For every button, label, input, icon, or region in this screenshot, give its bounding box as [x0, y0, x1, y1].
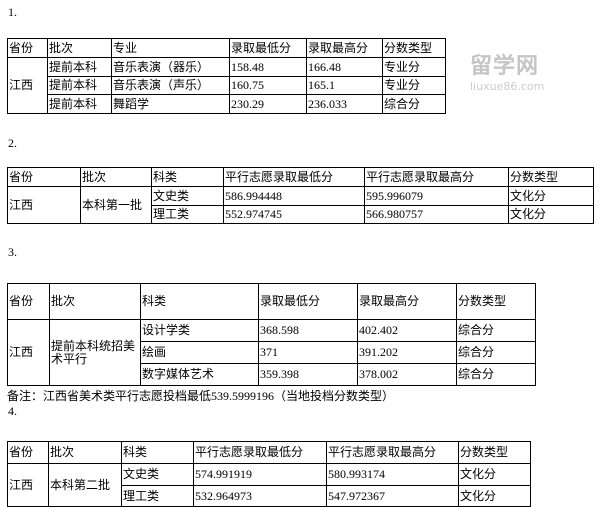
header-cell: 录取最低分 — [229, 38, 307, 58]
header-cell: 批次 — [48, 441, 122, 464]
cell: 586.994448 — [223, 186, 365, 206]
cell: 574.991919 — [193, 463, 327, 486]
watermark-url: liuxue86.com — [470, 80, 545, 93]
province-cell: 江西 — [7, 319, 50, 386]
table-row: 提前本科 舞蹈学 230.29 236.033 综合分 — [8, 94, 446, 114]
table-header-row: 省份 批次 科类 平行志愿录取最低分 平行志愿录取最高分 分数类型 — [7, 441, 531, 464]
cell: 595.996079 — [364, 186, 509, 206]
header-cell: 分数类型 — [382, 38, 446, 58]
score-table-3: 省份 批次 科类 录取最低分 录取最高分 分数类型 江西 提前本科统招美术平行 … — [7, 283, 536, 386]
cell: 专业分 — [382, 76, 446, 95]
cell: 综合分 — [456, 319, 536, 342]
province-cell: 江西 — [7, 57, 48, 114]
cell: 绘画 — [140, 341, 259, 364]
cell: 378.002 — [357, 363, 457, 386]
cell: 158.48 — [229, 57, 307, 77]
cell: 文化分 — [458, 485, 531, 507]
cell: 文史类 — [151, 186, 224, 206]
table-row: 数字媒体艺术 359.398 378.002 综合分 — [8, 363, 536, 386]
cell: 165.1 — [306, 76, 383, 95]
header-cell: 专业 — [111, 38, 230, 58]
table-header-row: 省份 批次 科类 录取最低分 录取最高分 分数类型 — [7, 283, 536, 320]
table-header-row: 省份 批次 专业 录取最低分 录取最高分 分数类型 — [7, 38, 446, 58]
header-cell: 平行志愿录取最低分 — [193, 441, 327, 464]
cell: 音乐表演（器乐） — [111, 57, 230, 77]
cell: 综合分 — [456, 363, 536, 386]
cell: 文化分 — [508, 186, 594, 206]
header-cell: 科类 — [140, 283, 259, 320]
cell: 166.48 — [306, 57, 383, 77]
header-cell: 平行志愿录取最低分 — [223, 167, 365, 187]
watermark-logo: 留学网 — [470, 54, 540, 79]
header-cell: 分数类型 — [458, 441, 531, 464]
header-cell: 录取最高分 — [357, 283, 457, 320]
cell: 160.75 — [229, 76, 307, 95]
cell: 提前本科 — [47, 76, 112, 95]
header-cell: 科类 — [121, 441, 194, 464]
cell: 566.980757 — [364, 205, 509, 224]
cell: 391.202 — [357, 341, 457, 364]
cell: 综合分 — [382, 94, 446, 114]
table-row: 理工类 552.974745 566.980757 文化分 — [8, 205, 594, 224]
table-row: 江西 提前本科统招美术平行 设计学类 368.598 402.402 综合分 — [7, 319, 536, 386]
table-row: 理工类 532.964973 547.972367 文化分 — [8, 485, 531, 507]
score-table-2: 省份 批次 科类 平行志愿录取最低分 平行志愿录取最高分 分数类型 江西 本科第… — [7, 167, 594, 224]
cell: 文史类 — [121, 463, 194, 486]
table-row: 江西 提前本科 音乐表演（器乐） 158.48 166.48 专业分 — [7, 57, 446, 114]
cell: 580.993174 — [326, 463, 459, 486]
cell: 236.033 — [306, 94, 383, 114]
batch-cell: 提前本科统招美术平行 — [49, 319, 141, 386]
cell: 专业分 — [382, 57, 446, 77]
header-cell: 录取最高分 — [306, 38, 383, 58]
table-row: 提前本科 音乐表演（声乐） 160.75 165.1 专业分 — [8, 76, 446, 95]
header-cell: 批次 — [80, 167, 152, 187]
cell: 理工类 — [151, 205, 224, 224]
cell: 371 — [258, 341, 358, 364]
cell: 提前本科 — [47, 57, 112, 77]
cell: 547.972367 — [326, 485, 459, 507]
section-number: 1. — [8, 5, 17, 19]
table-note: 备注：江西省美术类平行志愿投档最低539.5999196（当地投档分数类型） — [7, 389, 395, 403]
cell: 230.29 — [229, 94, 307, 114]
cell: 文化分 — [458, 463, 531, 486]
cell: 综合分 — [456, 341, 536, 364]
section-number: 3. — [8, 245, 17, 259]
cell: 532.964973 — [193, 485, 327, 507]
table-row: 江西 本科第二批 文史类 574.991919 580.993174 文化分 — [7, 463, 531, 507]
header-cell: 平行志愿录取最高分 — [326, 441, 459, 464]
cell: 359.398 — [258, 363, 358, 386]
score-table-1: 省份 批次 专业 录取最低分 录取最高分 分数类型 江西 提前本科 音乐表演（器… — [7, 38, 446, 114]
score-table-4: 省份 批次 科类 平行志愿录取最低分 平行志愿录取最高分 分数类型 江西 本科第… — [7, 441, 531, 507]
cell: 368.598 — [258, 319, 358, 342]
batch-cell: 本科第二批 — [48, 463, 122, 507]
province-cell: 江西 — [7, 186, 81, 224]
table-row: 江西 本科第一批 文史类 586.994448 595.996079 文化分 — [7, 186, 594, 224]
cell: 数字媒体艺术 — [140, 363, 259, 386]
header-cell: 录取最低分 — [258, 283, 358, 320]
cell: 402.402 — [357, 319, 457, 342]
cell: 舞蹈学 — [111, 94, 230, 114]
cell: 文化分 — [508, 205, 594, 224]
header-cell: 省份 — [7, 283, 50, 320]
header-cell: 批次 — [47, 38, 112, 58]
header-cell: 批次 — [49, 283, 141, 320]
cell: 理工类 — [121, 485, 194, 507]
header-cell: 分数类型 — [456, 283, 536, 320]
header-cell: 平行志愿录取最高分 — [364, 167, 509, 187]
header-cell: 分数类型 — [508, 167, 594, 187]
section-number: 2. — [8, 136, 17, 150]
cell: 提前本科 — [47, 94, 112, 114]
header-cell: 省份 — [7, 441, 49, 464]
header-cell: 科类 — [151, 167, 224, 187]
table-header-row: 省份 批次 科类 平行志愿录取最低分 平行志愿录取最高分 分数类型 — [7, 167, 594, 187]
province-cell: 江西 — [7, 463, 49, 507]
batch-cell: 本科第一批 — [80, 186, 152, 224]
section-number: 4. — [8, 404, 17, 418]
header-cell: 省份 — [7, 167, 81, 187]
cell: 音乐表演（声乐） — [111, 76, 230, 95]
header-cell: 省份 — [7, 38, 48, 58]
cell: 设计学类 — [140, 319, 259, 342]
cell: 552.974745 — [223, 205, 365, 224]
